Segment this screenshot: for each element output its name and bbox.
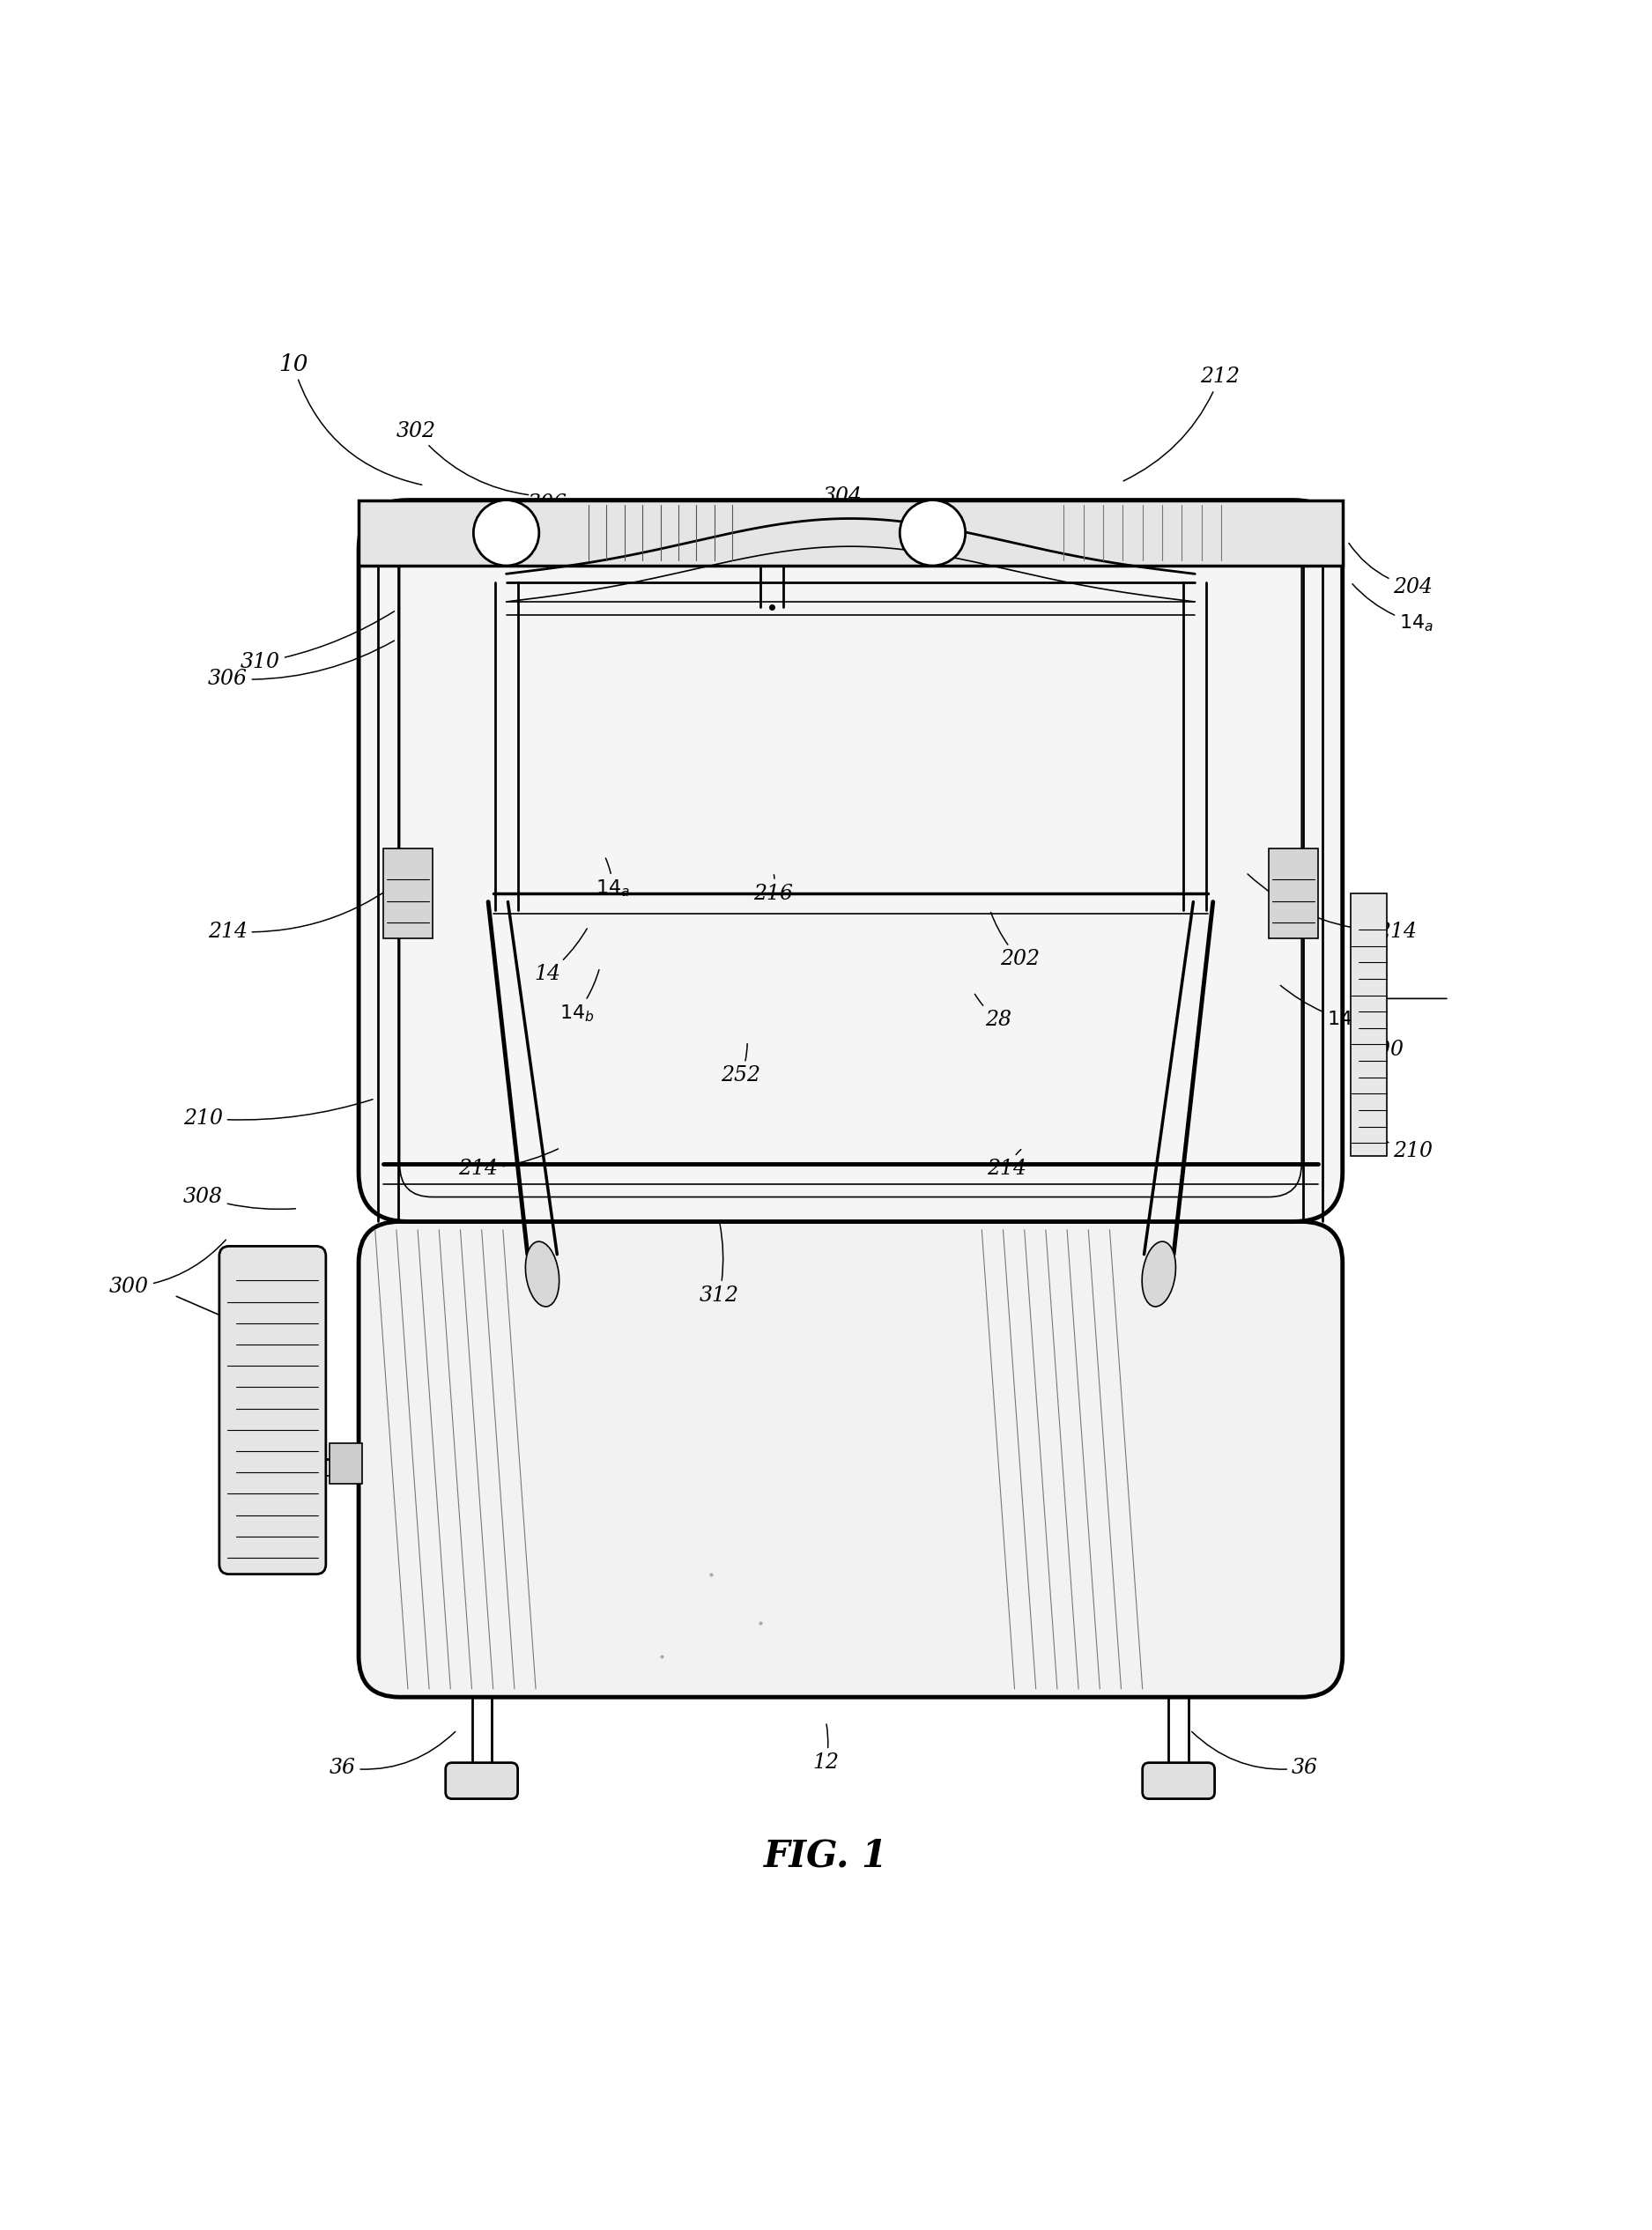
Text: 252: 252 [720,1044,760,1086]
FancyBboxPatch shape [220,1247,325,1574]
Text: 204: 204 [1348,544,1432,598]
Text: 302: 302 [396,421,529,495]
Ellipse shape [525,1242,558,1307]
Text: $14_{b}$: $14_{b}$ [560,970,600,1024]
Text: $14_{a}$: $14_{a}$ [596,859,629,899]
Bar [383,850,433,939]
Text: 216: 216 [753,874,793,903]
Text: 214: 214 [986,1148,1026,1180]
FancyBboxPatch shape [358,1222,1343,1697]
Bar [358,500,1343,566]
Text: 210: 210 [183,1099,373,1128]
Text: 308: 308 [183,1186,296,1209]
FancyBboxPatch shape [358,500,1343,1222]
Text: 202: 202 [991,912,1039,970]
Circle shape [900,500,965,566]
Text: FIG. 1: FIG. 1 [763,1838,889,1875]
Text: $14_{b}$: $14_{b}$ [1280,986,1361,1030]
Text: 12: 12 [813,1724,839,1773]
Text: 214: 214 [459,1148,558,1180]
Text: 14: 14 [534,928,586,983]
Text: 304: 304 [811,486,862,522]
Text: 36: 36 [329,1733,456,1777]
Text: 10: 10 [278,352,421,484]
Text: 28: 28 [975,995,1011,1030]
Text: 312: 312 [699,1224,738,1305]
FancyBboxPatch shape [446,1762,517,1800]
Text: 300: 300 [109,1240,226,1298]
Circle shape [474,500,539,566]
Text: 16: 16 [1042,517,1070,555]
Text: 306: 306 [208,640,395,689]
Ellipse shape [1142,1242,1176,1307]
FancyBboxPatch shape [1143,1762,1214,1800]
Text: 200: 200 [1351,1019,1403,1059]
Bar [329,1443,362,1483]
Text: 214: 214 [208,874,410,941]
Text: 306: 306 [527,493,634,529]
Text: 212: 212 [1123,368,1239,482]
Bar [1269,850,1318,939]
Text: 36: 36 [1191,1733,1318,1777]
Text: 214: 214 [1247,874,1416,941]
Text: 310: 310 [241,611,395,673]
Text: $14_{a}$: $14_{a}$ [1353,584,1434,633]
Bar [1351,894,1386,1155]
Text: 210: 210 [1378,1135,1432,1162]
